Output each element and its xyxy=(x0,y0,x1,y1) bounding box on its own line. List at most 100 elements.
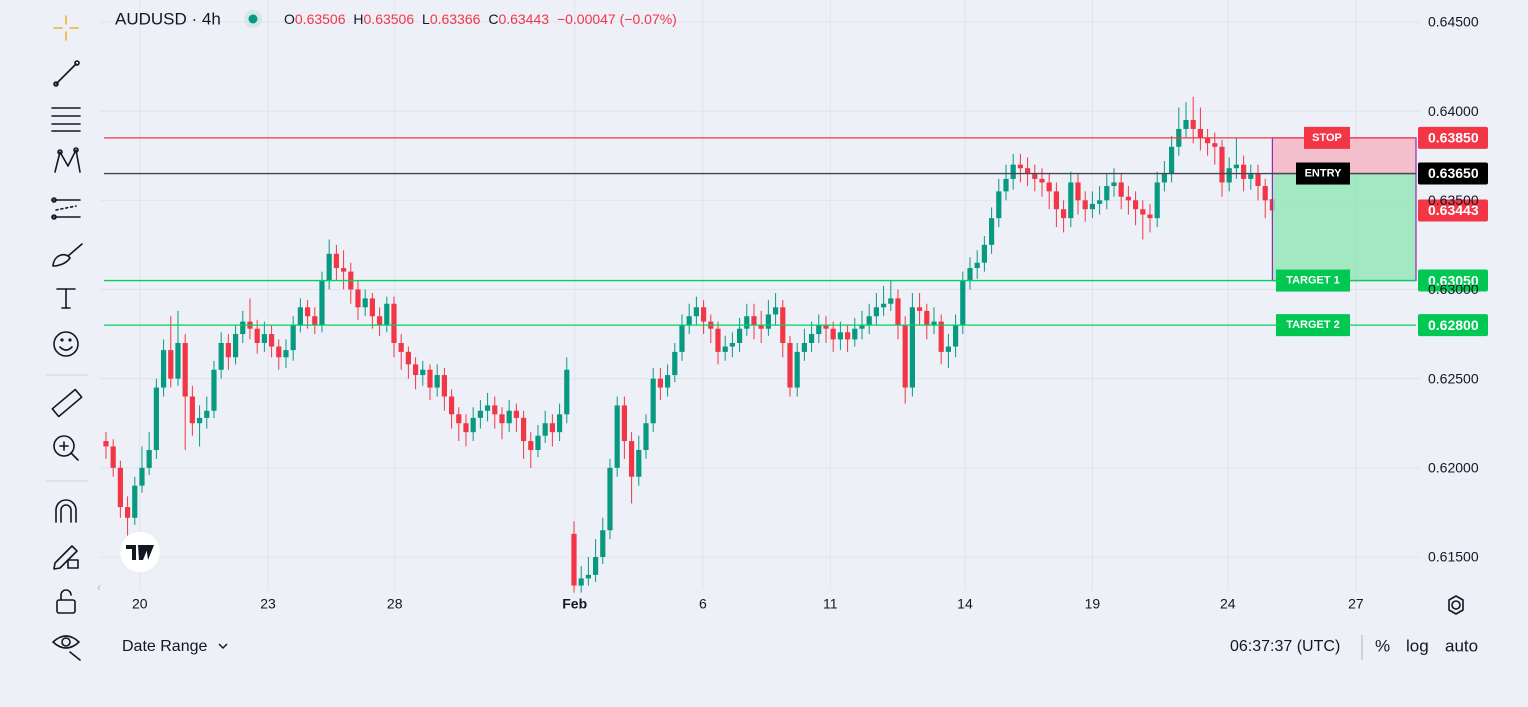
scroll-arrow[interactable]: ‹ xyxy=(97,580,101,594)
candle-body xyxy=(146,449,152,468)
candle-body xyxy=(866,316,872,326)
candle-body xyxy=(808,334,815,343)
forecast-tool[interactable] xyxy=(51,197,81,220)
candle-body xyxy=(175,342,181,379)
settings-button[interactable] xyxy=(1448,595,1464,615)
candle-body xyxy=(1125,196,1131,201)
brush-tool[interactable] xyxy=(52,243,83,267)
price-tag-label: 0.63050 xyxy=(1428,272,1479,288)
candle-body xyxy=(736,328,743,343)
candle-body xyxy=(967,268,973,281)
candle-body xyxy=(837,332,843,340)
candle-body xyxy=(520,417,527,442)
candle-body xyxy=(744,316,750,329)
visibility-tool[interactable] xyxy=(52,635,81,661)
log-toggle[interactable]: log xyxy=(1406,636,1429,655)
x-tick-label: 28 xyxy=(387,596,403,612)
candle-body xyxy=(1075,182,1081,201)
candle-body xyxy=(664,375,671,388)
lock-tool[interactable] xyxy=(56,589,76,614)
candle-body xyxy=(592,557,599,575)
candle-body xyxy=(607,467,613,531)
candle-body xyxy=(1140,209,1146,215)
candle-body xyxy=(672,351,678,376)
candle-body xyxy=(852,328,858,340)
y-tick-label: 0.62500 xyxy=(1428,370,1479,386)
clock: 06:37:37 (UTC) xyxy=(1230,638,1340,655)
candle-body xyxy=(1024,168,1031,174)
candle-body xyxy=(916,307,923,311)
symbol-title[interactable]: AUDUSD · 4h xyxy=(115,9,221,28)
candle-body xyxy=(542,423,548,436)
fib-tool[interactable] xyxy=(51,107,81,132)
auto-toggle[interactable]: auto xyxy=(1445,636,1478,655)
crosshair-tool[interactable] xyxy=(53,15,79,41)
candle-body xyxy=(844,332,851,340)
candle-body xyxy=(412,364,419,376)
candle-body xyxy=(873,307,879,317)
price-tag-label: 0.62800 xyxy=(1428,317,1479,333)
candle-body xyxy=(564,369,570,415)
x-tick-label: 23 xyxy=(260,596,276,612)
y-tick-label: 0.64000 xyxy=(1428,103,1479,119)
candle-body xyxy=(441,375,447,397)
candle-body xyxy=(693,307,699,317)
candle-body xyxy=(1089,203,1095,210)
x-tick-label: 6 xyxy=(699,596,707,612)
candle-body xyxy=(470,417,476,433)
candle-body xyxy=(772,307,779,315)
last-price-tag xyxy=(1418,199,1488,222)
candle-body xyxy=(124,507,131,518)
candle-body xyxy=(139,467,145,486)
candle-body xyxy=(1255,173,1261,187)
level-name-box xyxy=(1276,269,1350,292)
tv-logo[interactable] xyxy=(120,532,160,572)
candle-body xyxy=(376,316,383,326)
candle-body xyxy=(1161,173,1167,183)
percent-toggle[interactable]: % xyxy=(1375,636,1390,655)
zoom-tool[interactable] xyxy=(53,435,79,461)
dropdown-chevron xyxy=(218,643,228,650)
candle-body xyxy=(1132,200,1139,210)
candle-body xyxy=(513,410,519,418)
candle-body xyxy=(535,435,541,450)
candle-body xyxy=(1039,178,1045,183)
level-name-box xyxy=(1304,126,1350,149)
candle-body xyxy=(477,410,483,418)
candle-body xyxy=(240,321,246,335)
x-tick-label: 20 xyxy=(132,596,148,612)
candle-body xyxy=(232,334,239,358)
candle-body xyxy=(657,378,663,388)
logo-glyph xyxy=(126,545,154,560)
candle-body xyxy=(1248,173,1254,179)
candle-body xyxy=(297,307,303,326)
date-range[interactable]: Date Range xyxy=(122,638,207,655)
candle-body xyxy=(1240,164,1247,179)
candle-body xyxy=(988,218,995,245)
candle-body xyxy=(1197,128,1203,138)
candle-body xyxy=(1096,200,1103,204)
magnet-tool[interactable] xyxy=(55,499,77,523)
candle-body xyxy=(585,574,591,579)
lock-drawing-tool[interactable] xyxy=(53,545,79,570)
candle-body xyxy=(1183,120,1189,129)
candle-body xyxy=(1068,182,1074,219)
text-tool[interactable] xyxy=(56,288,76,309)
candle-body xyxy=(628,441,635,477)
candle-body xyxy=(1147,214,1153,219)
candle-body xyxy=(290,325,296,351)
ruler-tool[interactable] xyxy=(51,388,83,418)
trendline-tool[interactable] xyxy=(53,60,80,87)
candle-body xyxy=(758,325,764,329)
candle-body xyxy=(312,316,318,326)
candle-body xyxy=(160,350,167,388)
candle-body xyxy=(499,414,505,424)
candle-body xyxy=(333,253,339,269)
candle-body xyxy=(931,321,937,326)
candle-body xyxy=(132,485,138,518)
pattern-tool[interactable] xyxy=(54,147,81,173)
price-tag xyxy=(1418,126,1488,149)
emoji-tool[interactable] xyxy=(53,331,79,357)
candle-body xyxy=(1017,164,1023,169)
x-tick-label: Feb xyxy=(562,596,587,612)
